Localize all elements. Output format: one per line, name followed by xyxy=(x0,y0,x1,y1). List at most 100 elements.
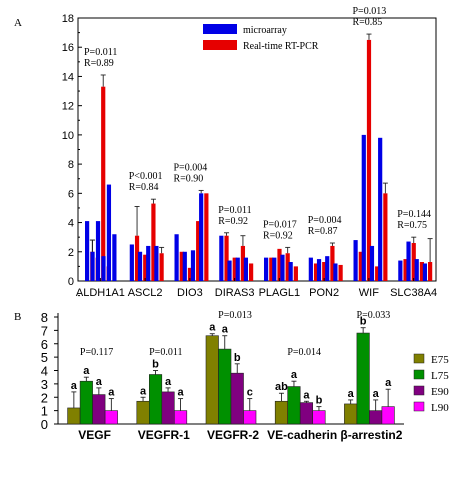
microarray-bar xyxy=(406,241,411,281)
microarray-bar xyxy=(90,251,95,281)
panel-b-p-value: P=0.013 xyxy=(218,310,252,321)
panel-b-category-label: VEGF xyxy=(78,428,111,442)
panel-b-legend: E75 L75 E90 L90 xyxy=(413,353,449,414)
microarray-bar xyxy=(85,221,90,281)
panel-b-bar xyxy=(92,394,106,425)
panel-a-ytick-label: 6 xyxy=(68,188,74,200)
rtpcr-bar xyxy=(277,248,282,281)
panel-b-category-label: β-arrestin2 xyxy=(340,428,402,442)
stat-p-label: P<0.001 xyxy=(129,171,163,182)
microarray-bar xyxy=(280,254,285,281)
microarray-bar xyxy=(272,257,277,281)
significance-letter: a xyxy=(83,365,90,377)
rtpcr-bar xyxy=(134,235,140,281)
panel-a-category-label: DIO3 xyxy=(177,287,203,299)
significance-letter: a xyxy=(71,380,78,392)
rtpcr-bar xyxy=(249,263,254,281)
microarray-bar xyxy=(243,257,249,281)
rtpcr-bar xyxy=(101,86,106,281)
microarray-bar xyxy=(112,234,117,281)
rtpcr-bar xyxy=(403,259,408,281)
rtpcr-bar xyxy=(269,257,274,281)
microarray-bar xyxy=(106,184,112,281)
microarray-bar xyxy=(316,259,322,281)
microarray-bar xyxy=(353,240,358,281)
panel-b-category-label: VE-cadherin xyxy=(267,428,337,442)
panel-b-ytick-label: 4 xyxy=(41,364,48,379)
panel-a-label: A xyxy=(14,17,22,29)
panel-a-ytick-label: 4 xyxy=(68,218,74,230)
rtpcr-bar xyxy=(322,262,327,281)
panel-b-bar xyxy=(104,410,118,425)
stat-p-label: P=0.017 xyxy=(263,219,297,230)
stat-p-label: P=0.013 xyxy=(353,6,387,17)
panel-b-bar xyxy=(299,402,314,425)
panel-a: A024681012141618P=0.011R=0.89ALDH1A1P<0.… xyxy=(14,6,437,299)
panel-b-group: a a b c P=0.013 VEGFR-2 xyxy=(205,310,259,442)
significance-letter: a xyxy=(303,389,310,401)
panel-b-ytick-label: 1 xyxy=(41,404,48,419)
panel-b-category-label: VEGFR-1 xyxy=(138,428,190,442)
rtpcr-bar xyxy=(313,263,319,281)
microarray-bar xyxy=(264,257,269,281)
legend-swatch xyxy=(413,401,425,412)
panel-a-ytick-label: 2 xyxy=(68,247,74,259)
significance-letter: c xyxy=(247,387,253,399)
panel-b-p-value: P=0.117 xyxy=(80,347,113,358)
panel-b-bar xyxy=(381,406,395,425)
panel-b-bar xyxy=(149,374,163,425)
significance-letter: a xyxy=(165,376,172,388)
panel-b-bar xyxy=(79,380,93,425)
microarray-bar xyxy=(182,251,187,281)
significance-letter: a xyxy=(108,387,115,399)
stat-r-label: R=0.75 xyxy=(397,220,427,231)
microarray-bar xyxy=(414,259,419,281)
rtpcr-bar xyxy=(187,267,193,281)
microarray-bar xyxy=(325,256,330,281)
rtpcr-bar xyxy=(159,253,164,281)
rtpcr-bar xyxy=(285,253,290,281)
panel-a-category-label: ASCL2 xyxy=(128,287,163,299)
panel-b-ytick-label: 8 xyxy=(41,310,48,325)
stat-p-label: P=0.011 xyxy=(218,205,251,216)
panel-a-category-label: WIF xyxy=(359,287,379,299)
significance-letter: b xyxy=(316,395,323,407)
microarray-bar xyxy=(190,250,196,281)
significance-letter: ab xyxy=(275,381,288,393)
microarray-bar xyxy=(129,244,134,281)
panel-b-bar xyxy=(356,332,370,425)
panel-b-p-value: P=0.014 xyxy=(287,347,321,358)
panel-b-bar xyxy=(243,410,257,425)
legend-label: L90 xyxy=(431,402,449,414)
stat-r-label: R=0.85 xyxy=(353,17,383,28)
panel-b-bar xyxy=(344,403,358,425)
panel-a-ytick-label: 10 xyxy=(62,130,74,142)
significance-letter: a xyxy=(291,369,298,381)
rtpcr-bar xyxy=(358,251,363,281)
stat-r-label: R=0.90 xyxy=(174,173,204,184)
rtpcr-bar xyxy=(375,266,380,281)
rtpcr-bar xyxy=(428,262,433,281)
significance-letter: a xyxy=(209,322,216,334)
significance-letter: a xyxy=(373,388,380,400)
significance-letter: a xyxy=(385,377,392,389)
panel-b-p-value: P=0.011 xyxy=(149,347,182,358)
rtpcr-bar xyxy=(366,39,372,281)
significance-letter: a xyxy=(222,324,229,336)
panel-a-ytick-label: 0 xyxy=(68,276,74,288)
significance-letter: a xyxy=(140,385,147,397)
microarray-bar xyxy=(308,257,313,281)
microarray-bar xyxy=(154,245,159,281)
legend-label: microarray xyxy=(243,25,287,36)
panel-b-category-label: VEGFR-2 xyxy=(207,428,259,442)
microarray-bar xyxy=(369,245,375,281)
legend-label: E75 xyxy=(431,354,449,366)
legend-swatch xyxy=(203,40,237,50)
